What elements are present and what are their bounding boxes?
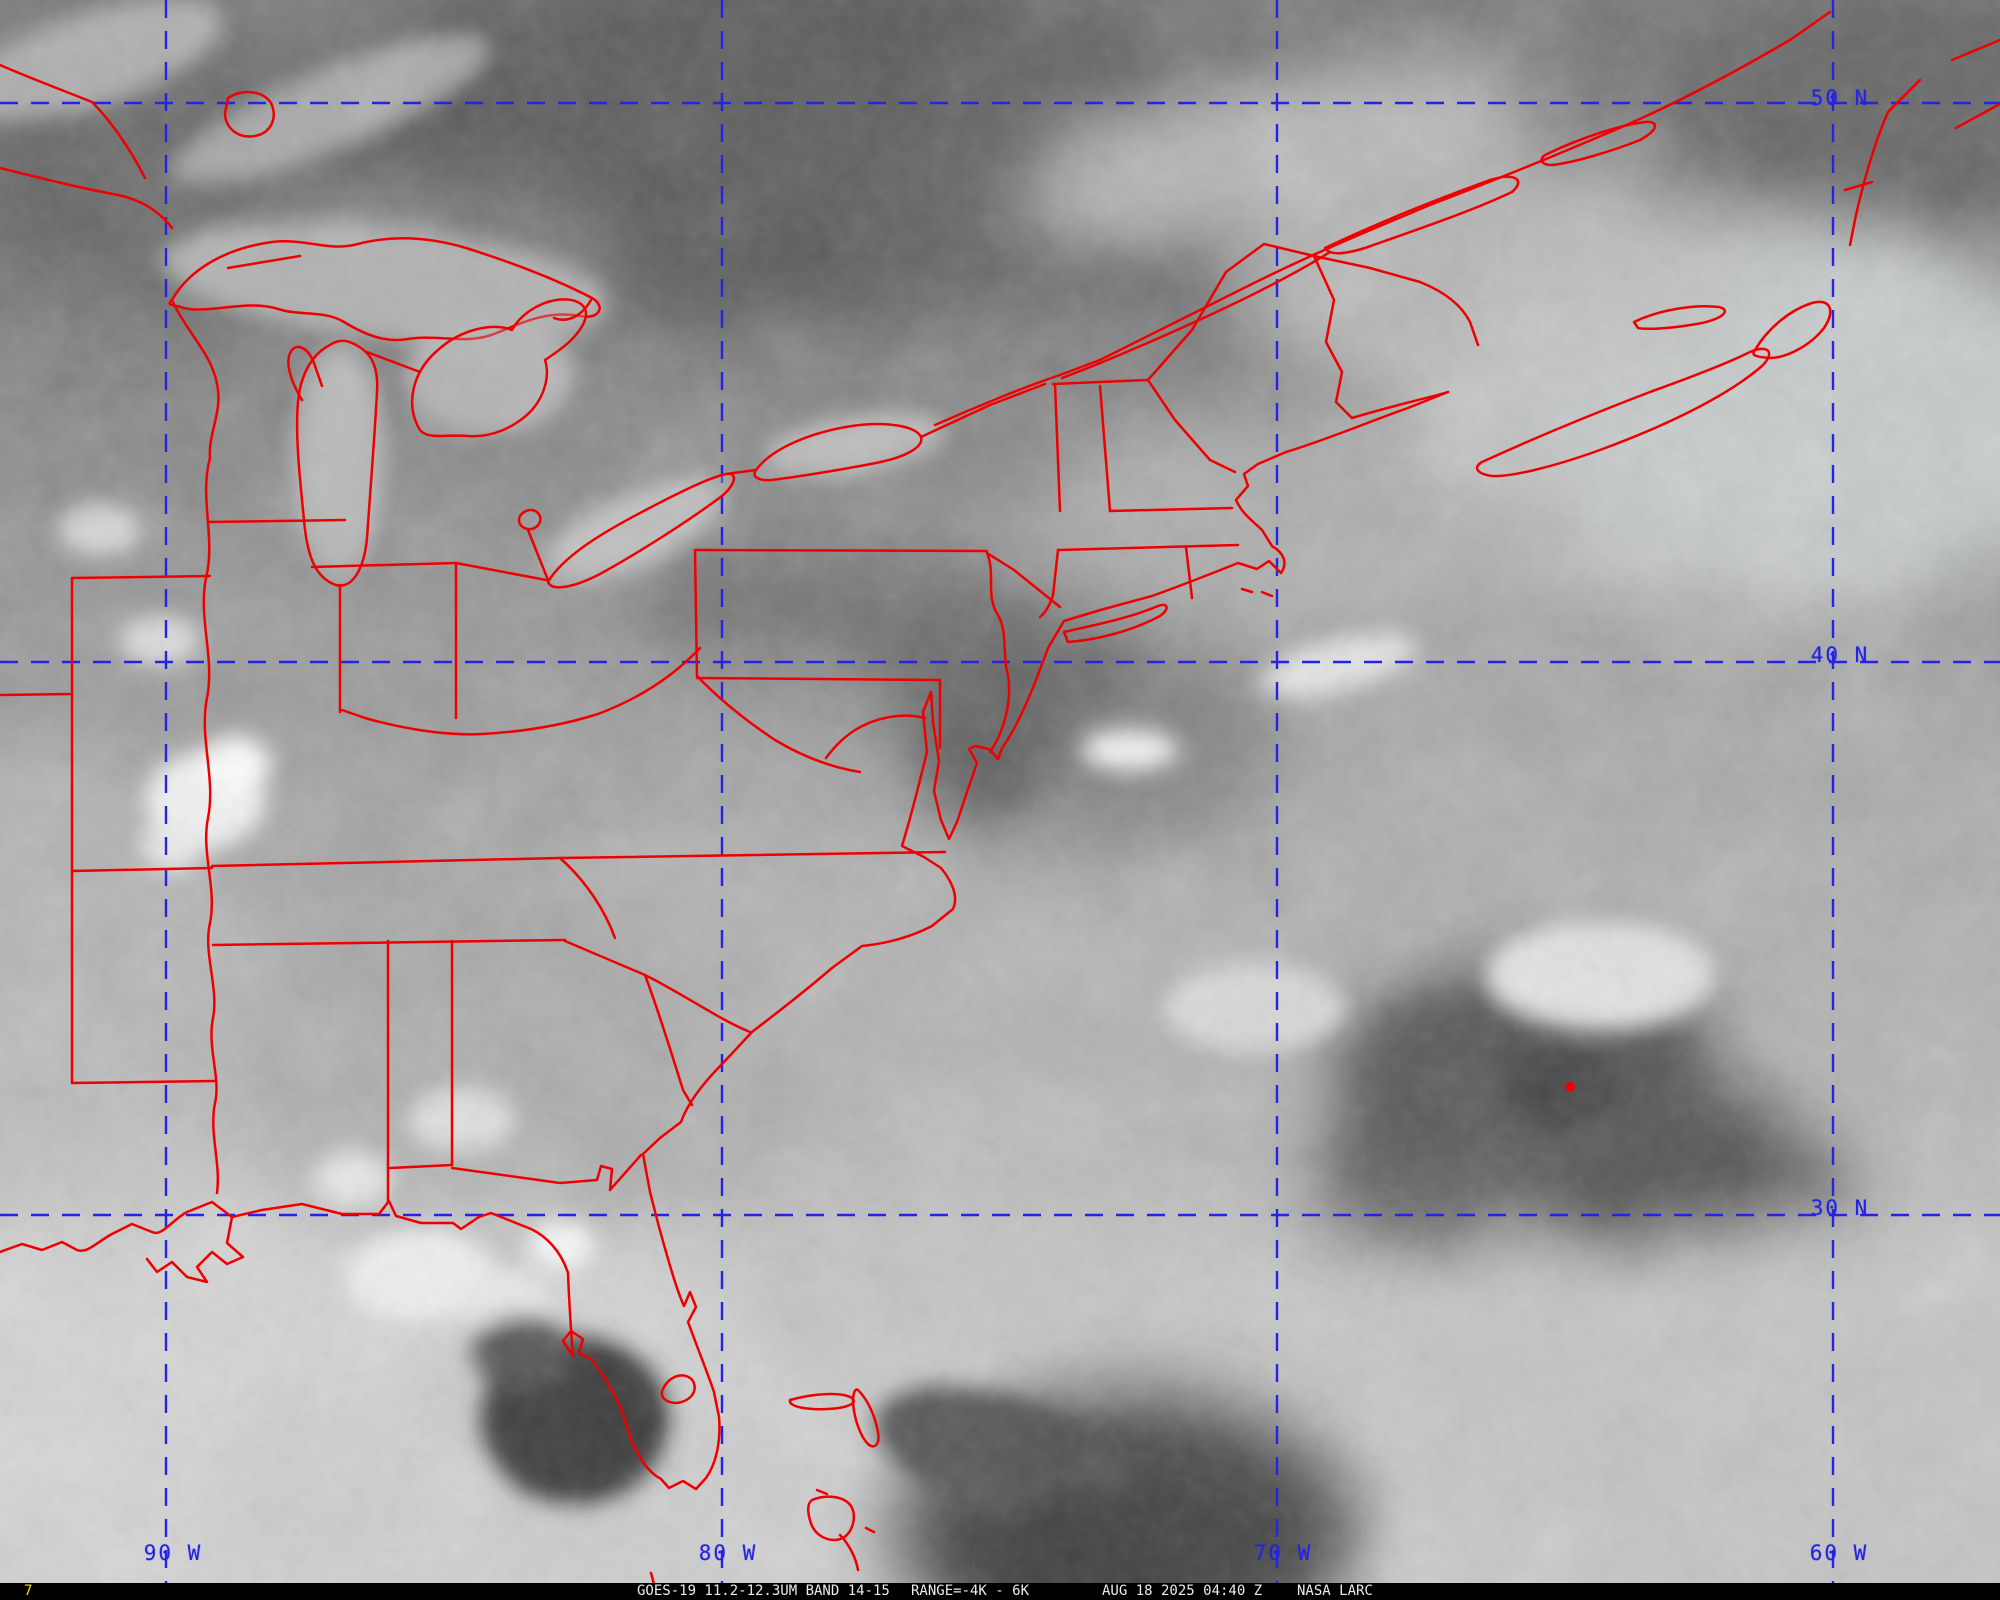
us-canada-45n <box>1051 378 1150 386</box>
ny-ct-border <box>1038 548 1060 619</box>
isle-royale <box>226 254 302 270</box>
ohio-river <box>340 646 702 736</box>
al-fl-border <box>388 1163 454 1170</box>
abaco-island <box>851 1388 880 1448</box>
lake-st-clair <box>517 508 542 531</box>
ia-mo-border <box>70 574 212 580</box>
lake-okeechobee <box>660 1374 696 1405</box>
mason-dixon-line <box>695 676 942 750</box>
green-bay <box>287 345 324 402</box>
lake-huron <box>411 298 588 438</box>
lon-label-90w: 90 W <box>143 1541 203 1565</box>
lake-nipigon-loop <box>223 90 275 138</box>
ar-mo-border <box>70 866 214 873</box>
pa-ny-border <box>693 548 989 553</box>
cape-breton <box>1752 300 1832 360</box>
lake-erie <box>546 472 735 589</box>
lake-superior <box>168 237 601 342</box>
potomac-river <box>824 714 927 760</box>
ct-ri-border <box>1184 545 1194 600</box>
tn-nc-border <box>558 856 617 940</box>
fl-ga-border <box>450 1153 643 1192</box>
ma-north-border <box>1108 506 1234 513</box>
product-label: GOES-19 11.2-12.3UM BAND 14-15 <box>637 1583 890 1599</box>
us-coastline <box>0 390 1450 1491</box>
bimini <box>815 1488 829 1496</box>
ma-south-border <box>1056 543 1240 552</box>
st-lawrence-south-shore <box>1060 250 1332 380</box>
oh-pa-border <box>693 548 699 680</box>
st-marys-river <box>552 296 594 321</box>
mississippi-river <box>202 456 220 1195</box>
ny-vt-border <box>1053 382 1062 513</box>
nc-sc-border <box>563 939 752 1034</box>
political-boundaries <box>0 10 2000 1600</box>
lat-label-50n: 50 N <box>1810 86 1870 110</box>
lon-label-60w: 60 W <box>1809 1541 1869 1565</box>
wi-il-border <box>206 518 347 524</box>
st-lawrence-river-upper <box>919 382 1047 439</box>
newfoundland-coast <box>1843 38 2000 247</box>
frame-counter: 7 <box>24 1583 33 1599</box>
bay-of-fundy <box>1350 390 1450 420</box>
chaleur-coast <box>1312 254 1480 347</box>
gaspe-peninsula <box>1323 175 1520 255</box>
mo-west-border <box>0 576 74 873</box>
mackinac-strait <box>365 350 422 374</box>
anticosti-island <box>1540 120 1657 167</box>
vt-nh-border <box>1098 384 1112 513</box>
timestamp-label: AUG 18 2025 04:40 Z <box>1102 1583 1263 1599</box>
new-brunswick-borders <box>1146 242 1354 420</box>
wv-va-border <box>695 674 862 774</box>
long-island <box>1062 603 1168 644</box>
lake-michigan <box>295 339 379 587</box>
nj-ny-border <box>985 551 1062 609</box>
status-bar: 7 GOES-19 11.2-12.3UM BAND 14-15 RANGE=-… <box>0 1583 2000 1600</box>
ga-sc-border <box>643 973 694 1107</box>
lon-label-80w: 80 W <box>698 1541 758 1565</box>
lon-label-70w: 70 W <box>1253 1541 1313 1565</box>
ontario-minnesota-border <box>0 166 174 230</box>
cape-cod-islands <box>1240 587 1274 598</box>
st-lawrence-north-shore <box>933 10 1832 427</box>
niagara-river <box>724 468 758 476</box>
nh-me-border <box>1146 378 1237 474</box>
great-lakes-outlines <box>168 237 923 589</box>
prince-edward-island <box>1632 305 1726 331</box>
credit-label: NASA LARC <box>1297 1583 1373 1599</box>
border-segment-nw <box>0 63 147 180</box>
eleuthera <box>838 1526 876 1572</box>
lat-label-30n: 30 N <box>1810 1196 1870 1220</box>
ar-west-border <box>70 869 217 1085</box>
lake-ontario <box>753 422 923 482</box>
delaware-river <box>985 551 1011 754</box>
detroit-river <box>526 528 550 582</box>
nova-scotia <box>1475 347 1771 478</box>
louisiana-delta <box>145 1215 245 1284</box>
mn-wi-border <box>170 298 220 460</box>
lat-label-40n: 40 N <box>1810 643 1870 667</box>
red-marker-dot <box>1565 1082 1575 1092</box>
grand-bahama <box>788 1392 855 1411</box>
range-label: RANGE=-4K - 6K <box>911 1583 1030 1599</box>
